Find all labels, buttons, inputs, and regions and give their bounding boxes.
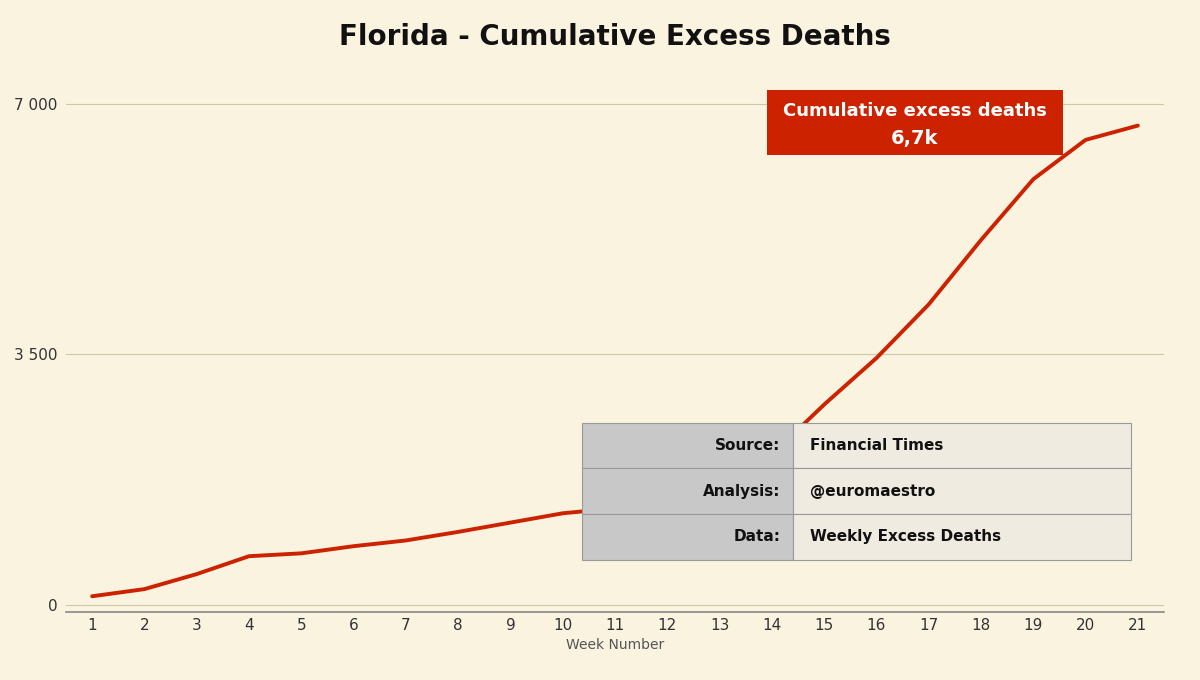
- FancyBboxPatch shape: [793, 469, 1132, 514]
- Text: Weekly Excess Deaths: Weekly Excess Deaths: [810, 529, 1001, 544]
- Text: 6,7k: 6,7k: [892, 129, 938, 148]
- Text: Source:: Source:: [715, 438, 780, 453]
- Text: Financial Times: Financial Times: [810, 438, 943, 453]
- FancyBboxPatch shape: [582, 469, 793, 514]
- Text: @euromaestro: @euromaestro: [810, 483, 935, 498]
- FancyBboxPatch shape: [767, 90, 1063, 155]
- Text: Analysis:: Analysis:: [703, 483, 780, 498]
- X-axis label: Week Number: Week Number: [566, 638, 664, 652]
- Title: Florida - Cumulative Excess Deaths: Florida - Cumulative Excess Deaths: [340, 22, 890, 50]
- FancyBboxPatch shape: [793, 422, 1132, 469]
- Text: Data:: Data:: [733, 529, 780, 544]
- FancyBboxPatch shape: [582, 422, 793, 469]
- Text: Cumulative excess deaths: Cumulative excess deaths: [782, 101, 1046, 120]
- FancyBboxPatch shape: [582, 514, 793, 560]
- FancyBboxPatch shape: [793, 514, 1132, 560]
